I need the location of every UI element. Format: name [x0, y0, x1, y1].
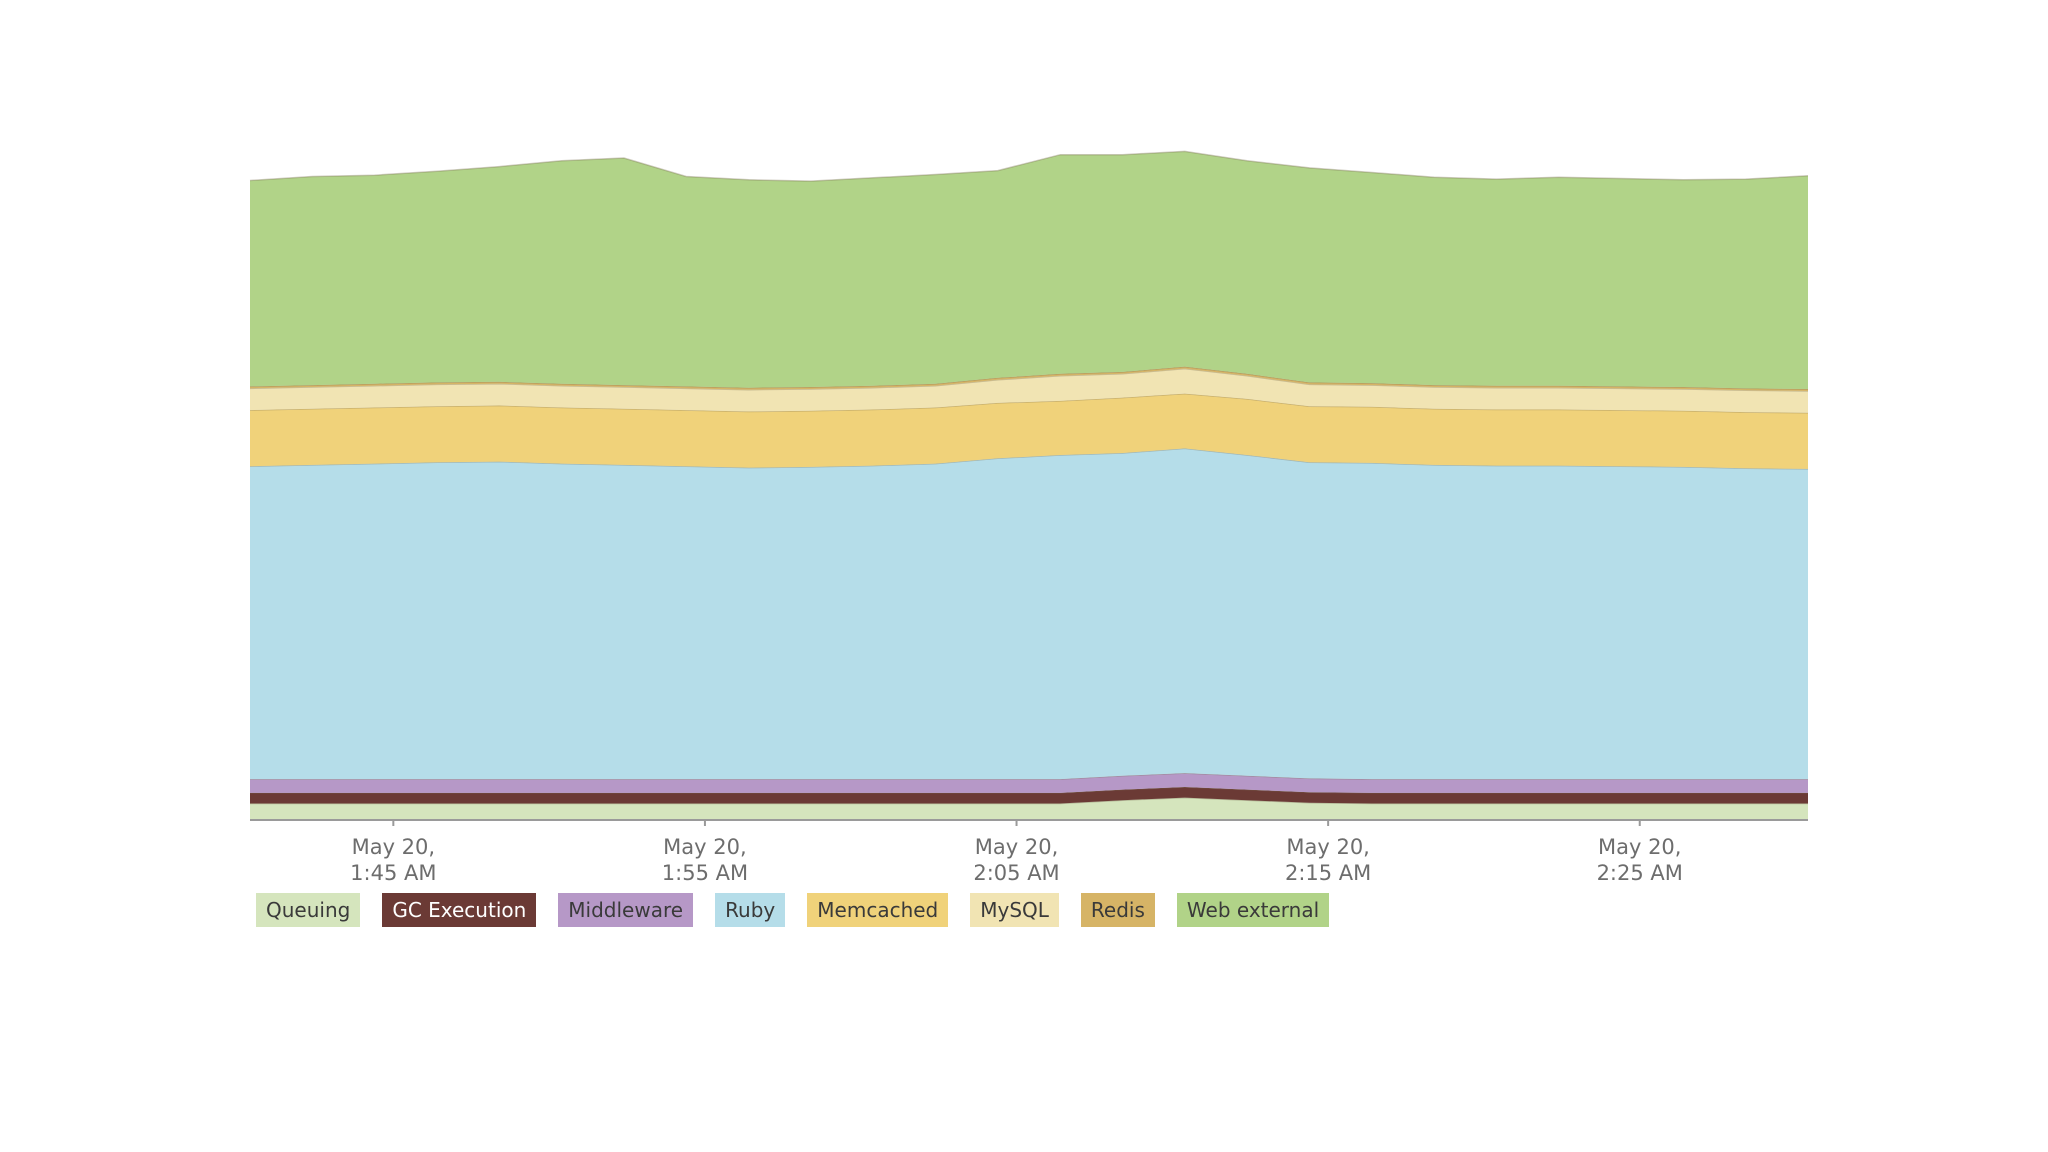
x-tick-label-date: May 20, — [1598, 835, 1682, 859]
area-ruby — [250, 448, 1808, 780]
legend-item-redis[interactable]: Redis — [1080, 893, 1155, 927]
area-gc-execution — [250, 787, 1808, 804]
area-memcached — [250, 393, 1808, 469]
area-middleware — [250, 773, 1808, 793]
area-queuing — [250, 797, 1808, 820]
legend-item-queuing[interactable]: Queuing — [256, 893, 361, 927]
legend-item-memcached[interactable]: Memcached — [807, 893, 949, 927]
x-tick-label-time: 2:05 AM — [973, 861, 1059, 885]
series-areas — [249, 150, 1809, 820]
area-edge-web-external — [249, 150, 1809, 182]
legend-item-web-external[interactable]: Web external — [1176, 893, 1330, 927]
legend-item-ruby[interactable]: Ruby — [715, 893, 786, 927]
x-tick-label-date: May 20, — [975, 835, 1059, 859]
x-tick-label-time: 2:25 AM — [1597, 861, 1683, 885]
x-tick-label-time: 2:15 AM — [1285, 861, 1371, 885]
x-tick-label-date: May 20, — [352, 835, 436, 859]
area-mysql — [250, 368, 1808, 413]
legend: Queuing GC Execution Middleware Ruby Memcach… — [256, 893, 1330, 927]
x-tick-label-time: 1:45 AM — [350, 861, 436, 885]
x-tick-label-date: May 20, — [663, 835, 747, 859]
legend-item-middleware[interactable]: Middleware — [558, 893, 694, 927]
x-tick-label-time: 1:55 AM — [662, 861, 748, 885]
area-web-external — [250, 151, 1808, 389]
x-tick-label-date: May 20, — [1286, 835, 1370, 859]
area-redis — [250, 366, 1808, 391]
legend-item-gc-execution[interactable]: GC Execution — [382, 893, 537, 927]
legend-item-mysql[interactable]: MySQL — [970, 893, 1059, 927]
